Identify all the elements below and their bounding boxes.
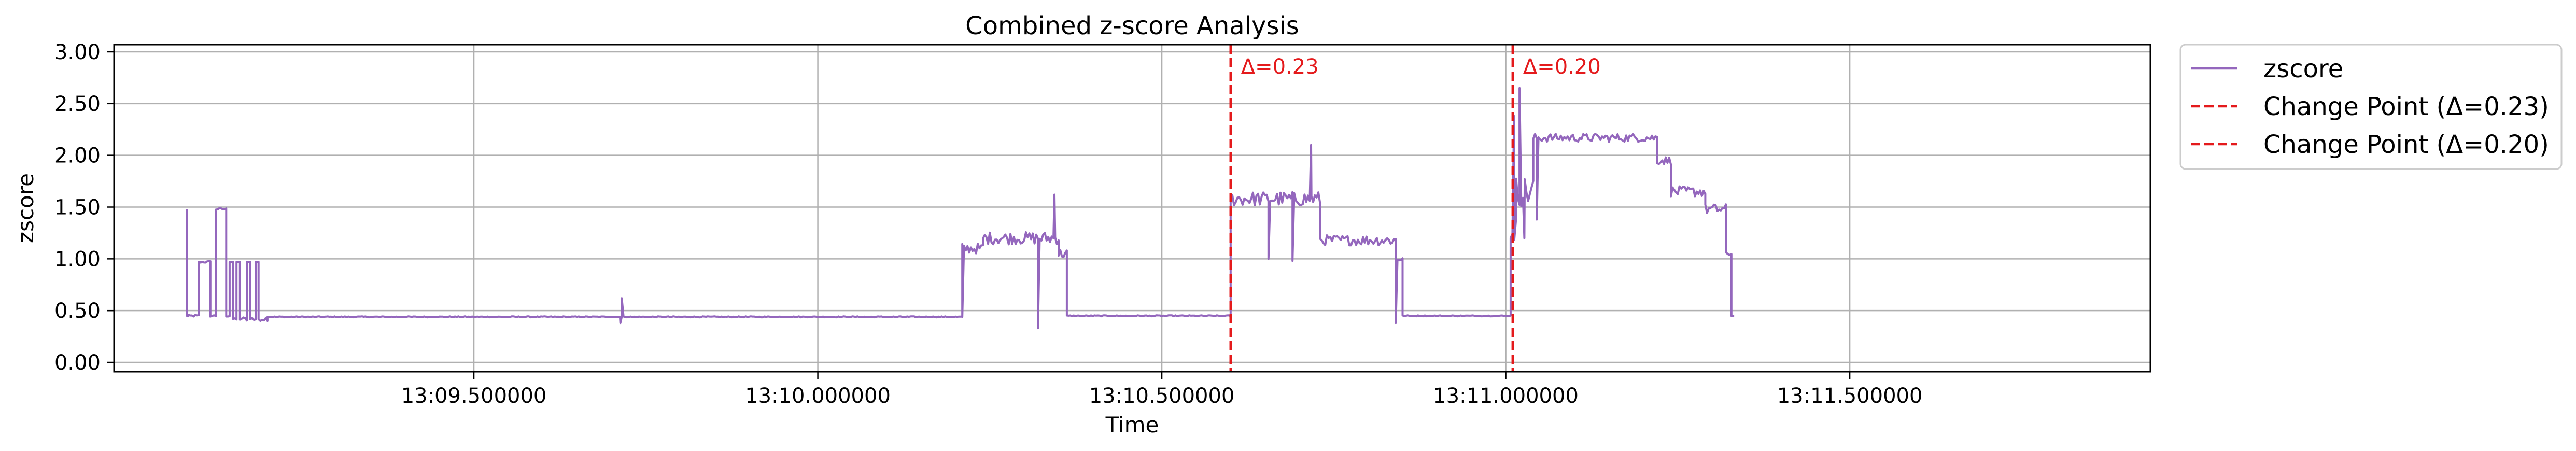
- y-tick-label: 2.00: [54, 144, 101, 168]
- y-tick-label: 1.50: [54, 196, 101, 220]
- legend-box: [2179, 44, 2563, 170]
- chart-title: Combined z-score Analysis: [965, 11, 1299, 40]
- y-axis-title: zscore: [13, 173, 38, 243]
- change-point-layer: Δ=0.23 Δ=0.20: [1229, 45, 1601, 372]
- legend-entry-label: zscore: [2263, 54, 2343, 83]
- series-line-zscore: [186, 87, 1735, 330]
- plot-frame: [113, 44, 2151, 373]
- y-tick-label: 3.00: [54, 40, 101, 64]
- legend: zscore Change Point (Δ=0.23) Change Point …: [2179, 44, 2563, 170]
- y-tick-label: 0.50: [54, 299, 101, 323]
- axis-ticks: 13:09.500000 13:10.000000 13:10.500000 13:1…: [54, 40, 1922, 408]
- x-tick-label: 13:10.500000: [1089, 384, 1235, 408]
- x-tick-label: 13:11.000000: [1433, 384, 1579, 408]
- y-tick-label: 2.50: [54, 92, 101, 116]
- legend-entry-label: Change Point (Δ=0.23): [2263, 92, 2549, 121]
- change-point-label: Δ=0.23: [1241, 55, 1319, 79]
- x-tick-label: 13:10.000000: [745, 384, 891, 408]
- x-tick-label: 13:11.500000: [1777, 384, 1923, 408]
- series-layer: [186, 87, 1735, 330]
- x-tick-label: 13:09.500000: [401, 384, 547, 408]
- change-point-label: Δ=0.20: [1523, 55, 1601, 79]
- y-tick-label: 0.00: [54, 351, 101, 375]
- x-axis-title: Time: [1105, 412, 1159, 438]
- grid-lines: [114, 45, 2150, 372]
- y-tick-label: 1.00: [54, 247, 101, 271]
- legend-entry-label: Change Point (Δ=0.20): [2263, 130, 2549, 159]
